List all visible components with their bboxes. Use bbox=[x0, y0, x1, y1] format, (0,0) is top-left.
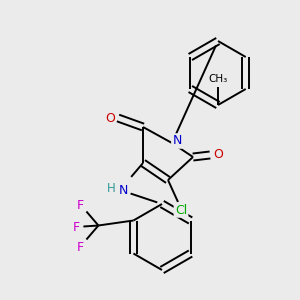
Text: CH₃: CH₃ bbox=[208, 74, 228, 84]
Text: N: N bbox=[172, 134, 182, 148]
Text: Cl: Cl bbox=[175, 203, 187, 217]
Text: F: F bbox=[73, 221, 80, 234]
Text: H: H bbox=[106, 182, 116, 194]
Text: O: O bbox=[105, 112, 115, 124]
Text: F: F bbox=[77, 241, 84, 254]
Text: N: N bbox=[118, 184, 128, 197]
Text: O: O bbox=[213, 148, 223, 161]
Text: F: F bbox=[77, 199, 84, 212]
